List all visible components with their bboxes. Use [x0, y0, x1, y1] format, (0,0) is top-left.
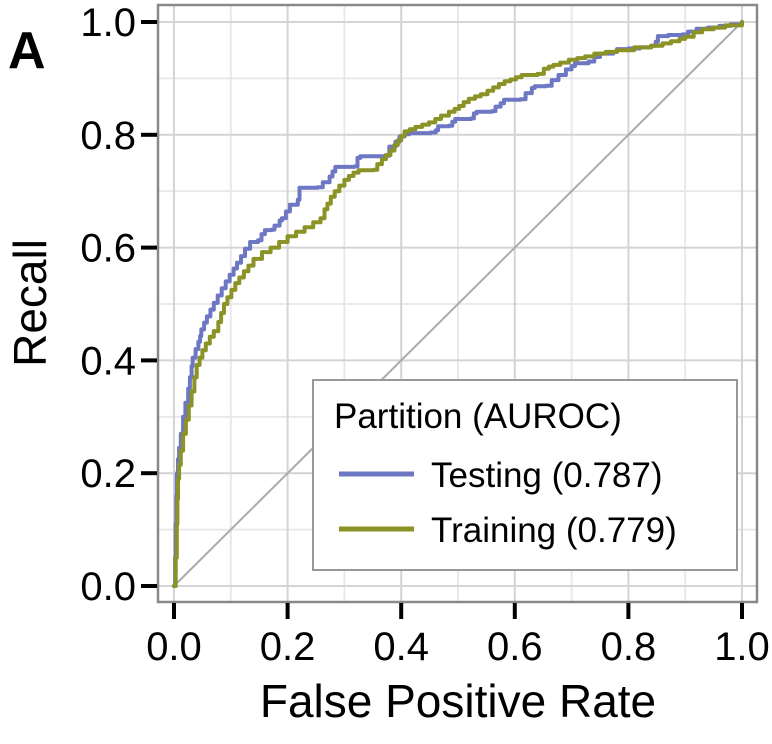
curves-layer	[172, 20, 744, 588]
x-tick-label: 0.4	[373, 625, 429, 669]
plot-panel-border	[156, 3, 759, 604]
y-tick-label: 0.8	[80, 114, 136, 158]
y-tick-label: 0.2	[80, 452, 136, 496]
y-tick-label: 0.4	[80, 339, 136, 383]
x-axis-title: False Positive Rate	[260, 675, 656, 727]
x-tick-label: 0.2	[260, 625, 316, 669]
legend: Partition (AUROC) Testing (0.787) Traini…	[312, 379, 738, 571]
y-tick-label: 0.6	[80, 227, 136, 271]
x-tick-label: 0.6	[487, 625, 543, 669]
panel-label: A	[8, 22, 46, 80]
legend-label-training: Training (0.779)	[431, 511, 677, 550]
diagonal-reference-line	[173, 21, 743, 587]
legend-title: Partition (AUROC)	[334, 397, 622, 436]
x-tick-label: 0.8	[601, 625, 657, 669]
legend-label-testing: Testing (0.787)	[431, 456, 663, 495]
roc-curve-training	[172, 20, 744, 588]
axis-ticks-layer: 0.0 0.2 0.4 0.6 0.8 1.0 0.0 0.2 0.4 0.6 0.8 1.0	[80, 1, 769, 669]
y-axis-title: Recall	[4, 239, 56, 367]
y-tick-label: 1.0	[80, 1, 136, 45]
x-tick-label: 1.0	[714, 625, 770, 669]
x-tick-label: 0.0	[146, 625, 202, 669]
y-tick-label: 0.0	[80, 565, 136, 609]
